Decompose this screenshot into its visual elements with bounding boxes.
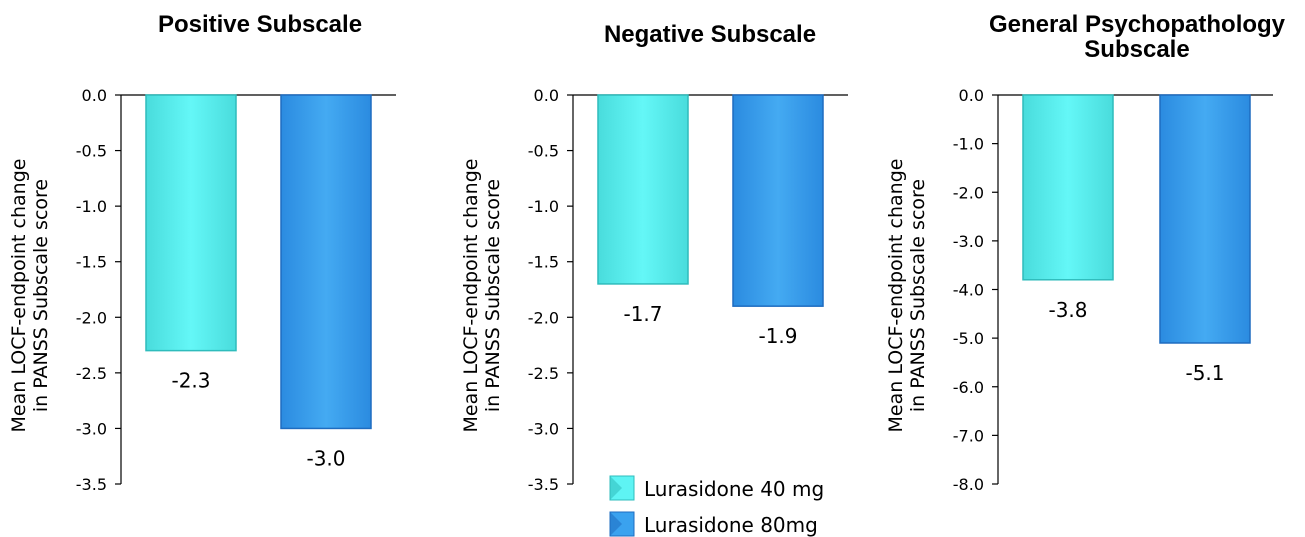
data-label: -2.3	[171, 369, 210, 393]
y-tick-label: -1.5	[76, 253, 107, 272]
chart-panel-2: Negative Subscale 0.0 -0.5 -1.0 -1.5 -2.0 -2.5…	[460, 21, 848, 494]
y-tick-label: -1.0	[76, 197, 107, 216]
y-tick-label: -3.0	[528, 419, 559, 438]
y-tick-label: -2.0	[528, 308, 559, 327]
bar-lurasidone-40mg	[1022, 94, 1114, 281]
legend-label: Lurasidone 80mg	[644, 513, 818, 537]
y-tick-label: -1.0	[953, 135, 984, 154]
y-tick-label: -2.0	[76, 308, 107, 327]
bar-lurasidone-80mg	[1159, 94, 1251, 344]
y-axis-label-line: Mean LOCF-endpoint change	[460, 159, 482, 433]
y-tick-label: -1.5	[528, 253, 559, 272]
y-tick-label: -2.5	[528, 364, 559, 383]
data-label: -1.9	[758, 324, 797, 348]
y-tick-label: -1.0	[528, 197, 559, 216]
y-tick-label: -7.0	[953, 426, 984, 445]
data-label: -1.7	[623, 302, 662, 326]
y-tick-label: -6.0	[953, 378, 984, 397]
y-axis-label: Mean LOCF-endpoint changein PANSS Subsca…	[885, 159, 929, 433]
y-tick-label: -3.5	[528, 475, 559, 494]
chart-title: Subscale	[1084, 36, 1189, 63]
y-axis-label: Mean LOCF-endpoint changein PANSS Subsca…	[8, 159, 52, 433]
legend-item: Lurasidone 40 mg	[609, 475, 824, 501]
y-tick-label: -3.0	[953, 232, 984, 251]
y-tick-label: -3.5	[76, 475, 107, 494]
y-tick-label: 0.0	[82, 86, 107, 105]
y-tick-label: 0.0	[534, 86, 559, 105]
y-tick-label: 0.0	[959, 86, 984, 105]
y-tick-label: -3.0	[76, 419, 107, 438]
bar-lurasidone-40mg	[145, 94, 237, 352]
chart-panel-1: Positive Subscale 0.0 -0.5 -1.0 -1.5 -2.0 -2.5…	[8, 11, 396, 494]
y-tick-label: -4.0	[953, 281, 984, 300]
data-label: -3.0	[306, 446, 345, 470]
y-tick-label: -2.5	[76, 364, 107, 383]
chart-title: General Psychopathology	[989, 11, 1286, 38]
y-axis-label-line: Mean LOCF-endpoint change	[8, 159, 30, 433]
legend-item: Lurasidone 80mg	[609, 511, 818, 537]
legend-label: Lurasidone 40 mg	[644, 477, 824, 501]
y-axis-label-line: Mean LOCF-endpoint change	[885, 159, 907, 433]
legend-swatch-bevel	[610, 476, 622, 500]
y-tick-label: -2.0	[953, 183, 984, 202]
y-tick-label: -0.5	[528, 142, 559, 161]
y-tick-label: -0.5	[76, 142, 107, 161]
y-tick-label: -8.0	[953, 475, 984, 494]
bar-lurasidone-40mg	[597, 94, 689, 285]
bar-lurasidone-80mg	[732, 94, 824, 307]
data-label: -5.1	[1185, 361, 1224, 385]
chart-title: Negative Subscale	[604, 21, 816, 48]
y-axis-label-line: in PANSS Subscale score	[482, 179, 504, 412]
legend-swatch-bevel	[610, 512, 622, 536]
chart-legend: Lurasidone 40 mg Lurasidone 80mg	[609, 475, 824, 537]
y-axis-label-line: in PANSS Subscale score	[907, 179, 929, 412]
y-axis-label: Mean LOCF-endpoint changein PANSS Subsca…	[460, 159, 504, 433]
bar-lurasidone-80mg	[280, 94, 372, 430]
y-axis-label-line: in PANSS Subscale score	[30, 179, 52, 412]
data-label: -3.8	[1048, 298, 1087, 322]
chart-title: Positive Subscale	[158, 11, 362, 38]
y-tick-label: -5.0	[953, 329, 984, 348]
